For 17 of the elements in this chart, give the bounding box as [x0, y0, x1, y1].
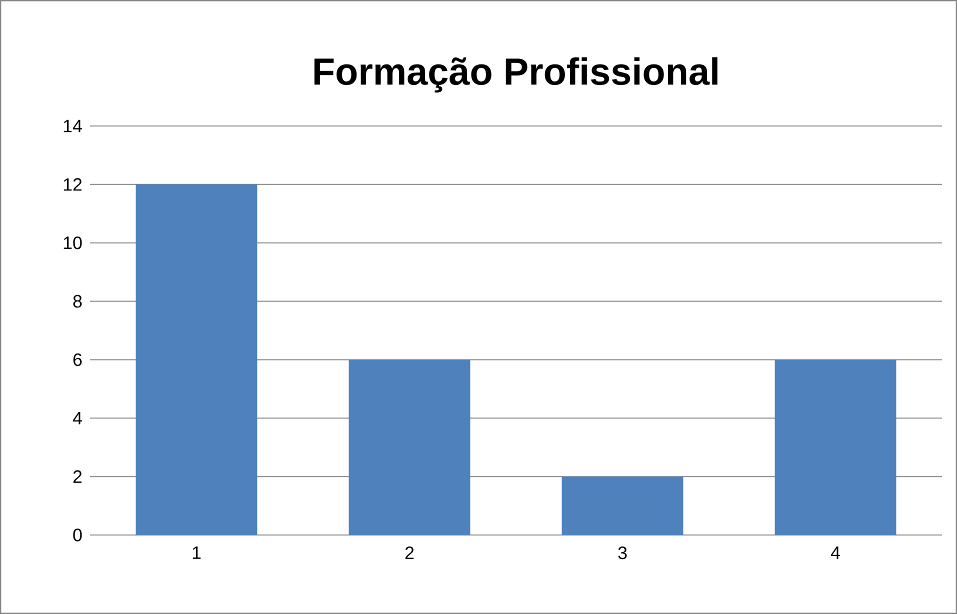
y-tick-label: 14	[64, 120, 82, 132]
y-tick-label: 4	[72, 412, 82, 424]
chart-title: Formação Profissional	[314, 57, 718, 92]
y-tick-label: 2	[73, 470, 82, 483]
y-tick-label: 12	[64, 178, 82, 191]
x-tick-label: 2	[405, 546, 414, 560]
bar	[562, 476, 684, 535]
bar	[774, 360, 896, 535]
x-tick-label: 4	[830, 546, 840, 559]
bar	[348, 360, 470, 535]
y-tick-label: 10	[64, 236, 82, 250]
bar	[136, 184, 258, 535]
x-tick-label: 3	[618, 546, 627, 560]
y-tick-label: 6	[73, 353, 82, 366]
y-tick-label: 0	[73, 528, 82, 542]
x-tick-label: 1	[192, 546, 201, 559]
y-tick-label: 8	[73, 294, 82, 308]
